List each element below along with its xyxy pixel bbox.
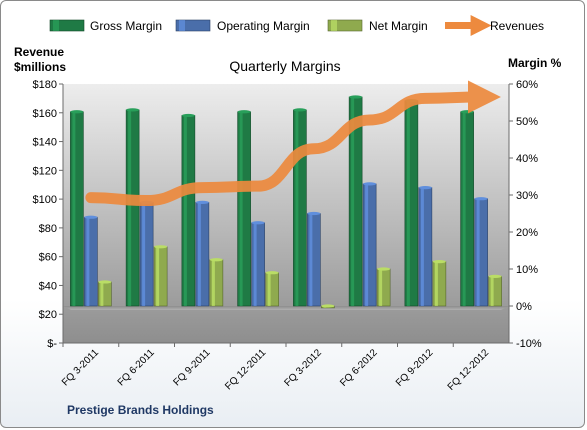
- bar-gross-margin: [125, 108, 140, 307]
- x-tick-label: FQ 12-2011: [223, 347, 268, 392]
- bar-net-margin: [432, 260, 447, 307]
- bar-operating-margin: [474, 197, 488, 307]
- left-tick-label: $20: [39, 309, 57, 321]
- left-tick-label: $100: [33, 194, 57, 206]
- right-tick-label: 60%: [516, 79, 538, 91]
- bar-net-margin: [376, 267, 391, 307]
- right-axis-ticks: -10% 0% 10% 20% 30% 40% 50% 60%: [509, 79, 542, 350]
- right-tick-label: 20%: [516, 227, 538, 239]
- legend-label: Net Margin: [369, 19, 428, 33]
- company-name: Prestige Brands Holdings: [67, 403, 214, 417]
- bar-operating-margin: [139, 200, 154, 307]
- legend-item-revenues: Revenues: [445, 15, 544, 36]
- x-tick-label: FQ 3-2011: [60, 347, 101, 388]
- bar-operating-margin: [418, 186, 433, 307]
- x-tick-label: FQ 9-2012: [394, 347, 436, 389]
- legend-label: Gross Margin: [90, 19, 162, 33]
- left-axis-title-line1: Revenue: [14, 45, 64, 59]
- x-tick-label: FQ 6-2012: [338, 347, 380, 389]
- left-tick-label: $40: [39, 280, 57, 292]
- bar-net-margin: [153, 245, 168, 307]
- bar-series: [70, 95, 502, 309]
- legend-swatch: [327, 19, 363, 32]
- bar-gross-margin: [181, 113, 196, 307]
- x-tick-label: FQ 6-2011: [116, 347, 157, 388]
- left-tick-label: $160: [33, 108, 57, 120]
- bar-gross-margin: [293, 108, 307, 307]
- legend-swatch: [175, 19, 211, 32]
- left-tick-label: $80: [39, 223, 57, 235]
- right-tick-label: 40%: [516, 153, 538, 165]
- bar-gross-margin: [237, 110, 251, 307]
- right-tick-label: 0%: [516, 301, 532, 313]
- bar-net-margin: [209, 258, 224, 307]
- bar-operating-margin: [362, 182, 377, 307]
- legend: Gross Margin Operating Margin Net Margin Re…: [49, 15, 544, 36]
- bar-gross-margin: [404, 99, 419, 307]
- x-tick-label: FQ 12-2012: [446, 347, 492, 393]
- legend-item-net-margin: Net Margin: [327, 19, 428, 33]
- legend-item-operating-margin: Operating Margin: [175, 19, 310, 33]
- bar-net-margin: [98, 280, 112, 307]
- bar-gross-margin: [348, 95, 363, 307]
- bar-net-margin: [321, 304, 335, 309]
- bar-operating-margin: [195, 200, 210, 307]
- legend-label: Operating Margin: [217, 19, 310, 33]
- bar-operating-margin: [307, 211, 321, 307]
- bar-gross-margin: [460, 110, 474, 307]
- x-axis-ticks: FQ 3-2011 FQ 6-2011 FQ 9-2011 FQ 12-2011 FQ …: [60, 343, 492, 393]
- x-tick-label: FQ 3-2012: [282, 347, 324, 389]
- chart-floor: [63, 306, 509, 310]
- left-tick-label: $140: [33, 137, 57, 149]
- bar-net-margin: [265, 271, 279, 307]
- right-tick-label: 10%: [516, 264, 538, 276]
- right-tick-label: 30%: [516, 190, 538, 202]
- right-tick-label: 50%: [516, 116, 538, 128]
- left-axis-title-line2: $millions: [14, 60, 66, 74]
- legend-swatch: [49, 19, 85, 32]
- bar-operating-margin: [84, 215, 98, 307]
- x-tick-label: FQ 9-2011: [171, 347, 212, 388]
- left-tick-label: $-: [47, 338, 57, 350]
- legend-label: Revenues: [490, 19, 544, 33]
- bar-operating-margin: [251, 221, 265, 307]
- left-tick-label: $60: [39, 252, 57, 264]
- left-tick-label: $180: [33, 79, 57, 91]
- left-axis-ticks: $- $20 $40 $60 $80 $100 $120 $140 $160 $180: [33, 79, 63, 350]
- bar-net-margin: [488, 274, 502, 307]
- revenue-line: [85, 80, 501, 207]
- right-axis-title: Margin %: [508, 56, 562, 70]
- chart-title: Quarterly Margins: [229, 58, 340, 74]
- revenue-line-path: [85, 80, 501, 207]
- right-tick-label: -10%: [516, 338, 542, 350]
- legend-item-gross-margin: Gross Margin: [49, 19, 162, 33]
- left-tick-label: $120: [33, 165, 57, 177]
- bar-gross-margin: [70, 110, 84, 307]
